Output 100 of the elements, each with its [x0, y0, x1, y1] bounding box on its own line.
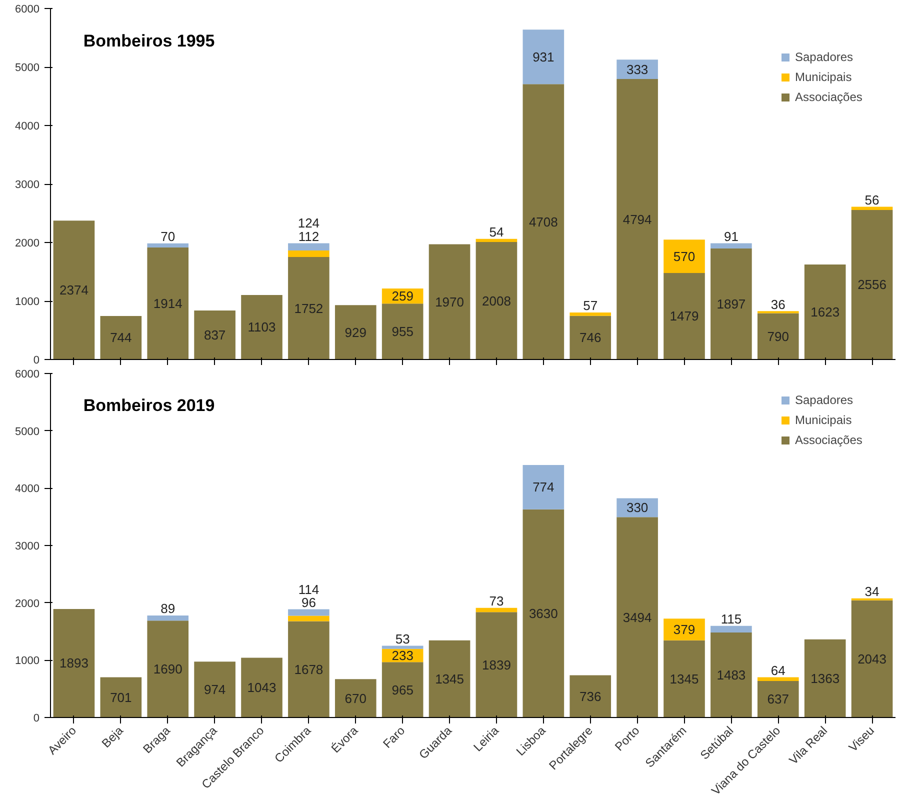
y-tick-label: 5000 [15, 426, 40, 438]
data-label: 974 [204, 682, 226, 698]
bar [804, 264, 846, 360]
bar [147, 243, 189, 248]
data-label: 929 [344, 324, 366, 340]
y-tick-label: 3000 [15, 540, 40, 552]
bar [288, 250, 330, 258]
bar [476, 238, 518, 242]
bar [428, 640, 470, 718]
data-label: 114 [298, 582, 320, 597]
data-label: 746 [580, 330, 602, 346]
bar [147, 616, 189, 621]
y-tick-label: 2000 [15, 598, 40, 610]
bar [476, 608, 518, 612]
bar [664, 240, 705, 273]
data-label: 1103 [248, 320, 276, 335]
y-tick-label: 3000 [15, 179, 40, 191]
bar [288, 609, 330, 616]
bar [334, 305, 376, 360]
y-tick-label: 2000 [15, 238, 40, 250]
data-label: 1479 [670, 308, 699, 324]
x-tick-label: Faro [380, 723, 408, 751]
bar [194, 662, 236, 718]
data-label: 4708 [528, 214, 558, 230]
y-tick-label: 6000 [15, 368, 40, 380]
bar [804, 639, 846, 718]
data-label: 774 [532, 480, 554, 495]
y-tick-label: 0 [33, 712, 40, 724]
bar [710, 243, 752, 249]
bar [710, 626, 752, 632]
data-label: 112 [298, 228, 320, 244]
data-label: 2043 [858, 651, 886, 666]
bar [616, 79, 658, 360]
bar [241, 658, 282, 718]
data-label: 2374 [60, 282, 88, 298]
bar [241, 294, 282, 360]
data-label: 1678 [294, 662, 324, 677]
data-label: 34 [864, 584, 880, 600]
data-label: 4794 [622, 212, 652, 227]
legend-label: Associações [795, 90, 862, 104]
text: Bombeiros 2019 [83, 396, 215, 415]
bar [757, 680, 799, 718]
bar [757, 313, 799, 360]
data-label: 1043 [247, 680, 276, 696]
data-label: 379 [673, 622, 696, 638]
bar [334, 679, 376, 718]
data-label: 1897 [716, 296, 746, 312]
data-label: 115 [720, 612, 742, 627]
bar [710, 632, 752, 718]
bar [522, 509, 564, 718]
bar [476, 242, 518, 360]
data-label: 1752 [294, 300, 324, 316]
data-label: 790 [767, 328, 789, 344]
data-label: 3494 [622, 610, 652, 625]
data-label: 96 [301, 594, 316, 610]
bar [664, 618, 705, 640]
bar [570, 675, 612, 718]
y-tick-label: 4000 [15, 120, 40, 132]
bar [616, 517, 658, 718]
data-label: 1483 [716, 667, 746, 682]
legend-label: Sapadores [795, 50, 854, 64]
y-tick-label: 6000 [15, 4, 40, 16]
bar [570, 312, 612, 316]
data-label: 64 [770, 663, 786, 678]
data-label: 1914 [153, 296, 182, 312]
bar [53, 220, 95, 360]
y-tick-label: 1000 [15, 296, 40, 308]
legend-label: Municipais [795, 70, 852, 84]
data-label: 955 [392, 324, 414, 340]
y-tick-label: 4000 [15, 483, 40, 496]
legend-label: Associações [795, 433, 862, 447]
data-label: 259 [392, 288, 414, 304]
data-label: 70 [160, 229, 176, 244]
bar [288, 616, 330, 622]
data-label: 53 [395, 631, 410, 646]
data-label: 56 [864, 192, 880, 208]
data-label: 73 [489, 594, 504, 609]
data-label: 2008 [482, 293, 511, 308]
bar [851, 206, 893, 210]
data-label: 124 [298, 215, 320, 230]
data-label: 744 [110, 330, 132, 346]
data-label: 736 [580, 688, 602, 704]
bar [147, 620, 189, 718]
data-label: 57 [583, 298, 598, 314]
bar [382, 646, 424, 649]
bar [288, 621, 330, 718]
data-label: 1623 [810, 304, 840, 320]
bar [288, 257, 330, 360]
data-label: 931 [532, 49, 554, 64]
data-label: 233 [392, 648, 414, 663]
data-label: 91 [724, 228, 738, 244]
bar [288, 243, 330, 250]
bar [382, 304, 424, 360]
bar [522, 465, 564, 510]
y-tick-label: 0 [33, 354, 40, 366]
data-label: 89 [160, 601, 176, 616]
data-label: 2556 [858, 277, 886, 292]
data-label: 36 [770, 296, 786, 312]
bar [851, 210, 893, 360]
data-label: 965 [392, 682, 414, 698]
